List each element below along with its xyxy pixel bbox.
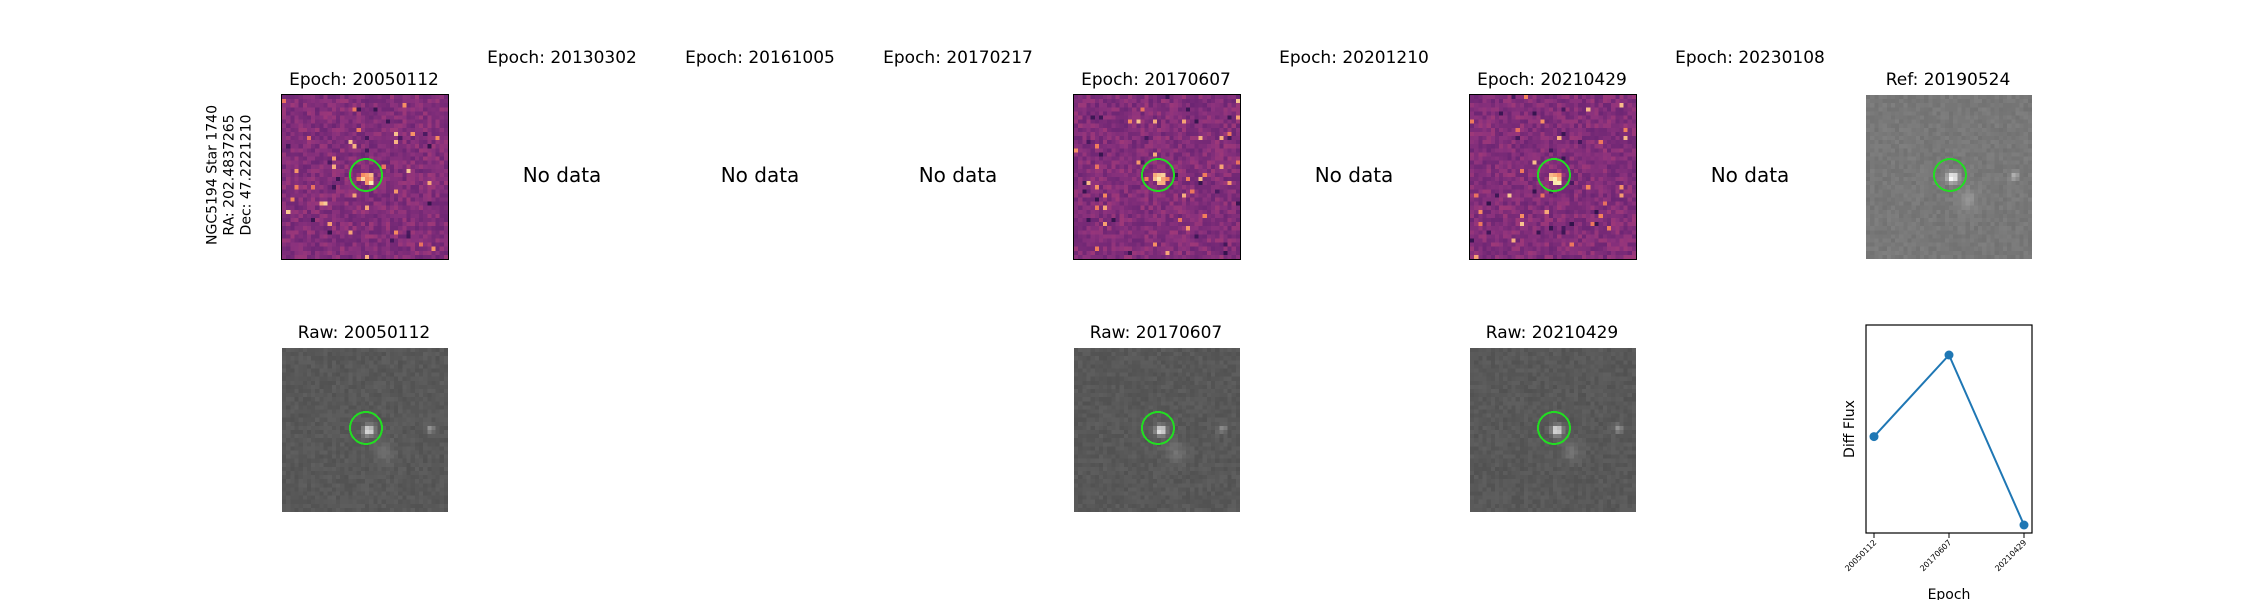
x-axis-label: Epoch — [1928, 587, 1971, 600]
epoch-title-6: Epoch: 20201210 — [1279, 48, 1429, 68]
diff-image-20170607 — [1074, 95, 1240, 259]
x-tick-label-20210429: 20210429 — [1993, 538, 2028, 573]
object-dec: Dec: 47.2221210 — [239, 105, 256, 245]
y-axis-label: Diff Flux — [1842, 400, 1858, 458]
ref-image — [1866, 95, 2032, 259]
epoch-title-4: Epoch: 20170217 — [883, 48, 1033, 68]
no-data-label-3: No data — [919, 163, 998, 187]
x-tick-label-20170607: 20170607 — [1918, 538, 1953, 573]
raw-image-20210429 — [1470, 348, 1636, 512]
object-ra: RA: 202.4837265 — [222, 105, 239, 245]
data-point-20210429 — [2020, 521, 2029, 530]
raw-image-20050112 — [282, 348, 448, 512]
raw-title-1: Raw: 20050112 — [298, 323, 431, 343]
ref-title: Ref: 20190524 — [1886, 70, 2011, 90]
raw-image-20170607 — [1074, 348, 1240, 512]
no-data-label-4: No data — [1315, 163, 1394, 187]
epoch-title-5: Epoch: 20170607 — [1081, 70, 1231, 90]
series-line — [1874, 355, 2024, 525]
diff-image-20050112 — [282, 95, 448, 259]
no-data-label-5: No data — [1711, 163, 1790, 187]
raw-title-2: Raw: 20170607 — [1090, 323, 1223, 343]
diff-image-20210429 — [1470, 95, 1636, 259]
x-tick-label-20050112: 20050112 — [1843, 538, 1878, 573]
raw-title-3: Raw: 20210429 — [1486, 323, 1619, 343]
epoch-title-1: Epoch: 20050112 — [289, 70, 439, 90]
epoch-title-2: Epoch: 20130302 — [487, 48, 637, 68]
data-point-20050112 — [1870, 432, 1879, 441]
epoch-title-3: Epoch: 20161005 — [685, 48, 835, 68]
epoch-title-7: Epoch: 20210429 — [1477, 70, 1627, 90]
light-curve-plot: 20050112 20170607 20210429 Epoch Diff Flux — [1830, 320, 2080, 600]
object-label: NGC5194 Star 1740 RA: 202.4837265 Dec: 4… — [205, 105, 256, 245]
no-data-label-1: No data — [523, 163, 602, 187]
epoch-title-8: Epoch: 20230108 — [1675, 48, 1825, 68]
object-name: NGC5194 Star 1740 — [205, 105, 222, 245]
light-curve-svg: 20050112 20170607 20210429 Epoch Diff Flux — [1830, 320, 2080, 600]
data-point-20170607 — [1945, 351, 1954, 360]
no-data-label-2: No data — [721, 163, 800, 187]
